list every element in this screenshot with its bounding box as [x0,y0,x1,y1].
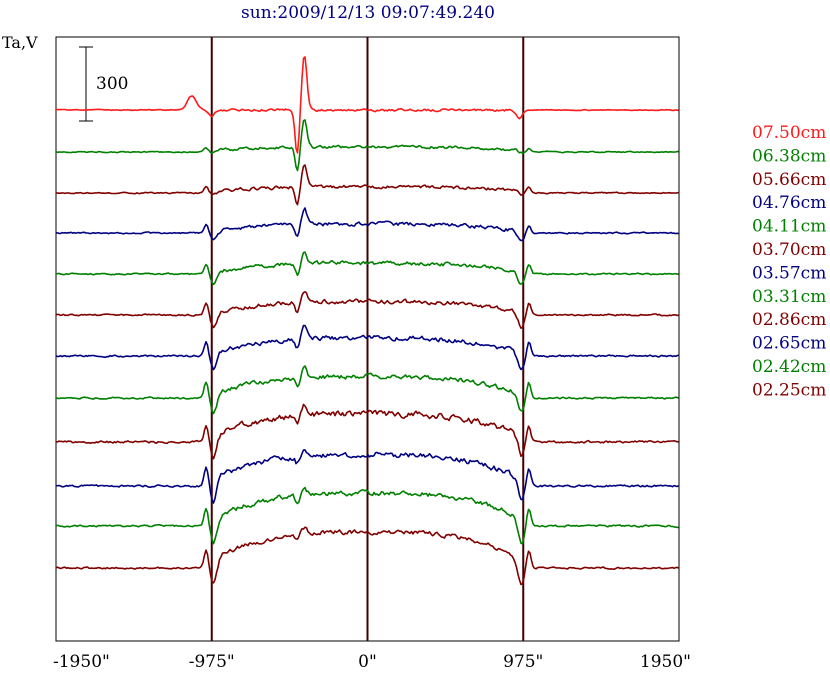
legend-entry-03.57cm: 03.57cm [752,263,826,283]
legend-entry-07.50cm: 07.50cm [752,123,826,143]
x-tick-label-1: -975" [189,652,235,672]
y-axis-label: Ta,V [2,33,38,52]
series-line-07.50cm [55,56,679,154]
series-line-02.86cm [55,403,679,460]
series-line-02.25cm [55,526,679,586]
series-line-03.70cm [55,290,679,330]
legend-entry-02.42cm: 02.42cm [752,357,826,377]
series-line-04.11cm [55,251,679,286]
series-line-02.42cm [55,486,679,545]
x-tick-label-3: 975" [503,652,543,672]
legend-entry-06.38cm: 06.38cm [752,146,826,166]
scale-bar-label: 300 [96,74,128,94]
legend-entry-02.25cm: 02.25cm [752,380,826,400]
scale-bar: 300 [79,46,128,122]
legend-entry-02.65cm: 02.65cm [752,334,826,354]
legend-entry-02.86cm: 02.86cm [752,310,826,330]
legend-entry-04.76cm: 04.76cm [752,193,826,213]
x-tick-labels: -1950" -975" 0" 975" 1950" [53,652,691,672]
legend: 07.50cm 06.38cm 05.66cm 04.76cm 04.11cm 03.70… [752,123,826,400]
series-line-03.57cm [55,324,679,371]
vertical-reference-lines [210,37,525,641]
x-tick-label-0: -1950" [53,652,110,672]
legend-entry-03.31cm: 03.31cm [752,287,826,307]
chart-title: sun:2009/12/13 09:07:49.240 [241,3,495,23]
series-group [55,56,679,586]
x-tick-label-2: 0" [358,652,377,672]
x-tick-label-4: 1950" [640,652,691,672]
series-line-03.31cm [55,365,679,415]
series-line-04.76cm [55,207,679,242]
legend-entry-04.11cm: 04.11cm [752,217,826,237]
series-line-02.65cm [55,449,679,504]
legend-entry-03.70cm: 03.70cm [752,240,826,260]
legend-entry-05.66cm: 05.66cm [752,170,826,190]
series-line-06.38cm [55,119,679,172]
series-line-05.66cm [55,164,679,206]
